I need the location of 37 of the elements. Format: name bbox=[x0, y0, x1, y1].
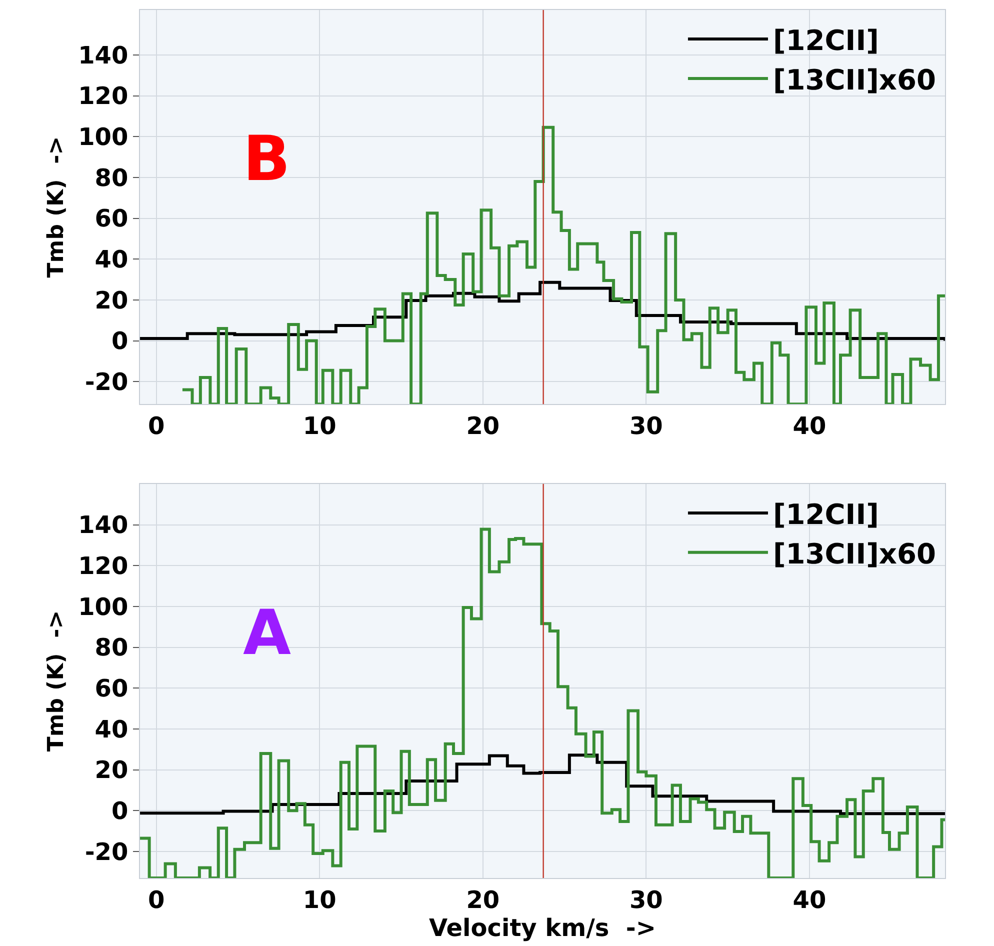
y-tick-label: 0 bbox=[111, 797, 128, 826]
x-tick-label: 0 bbox=[148, 412, 165, 440]
y-axis-title: Tmb (K) -> bbox=[44, 136, 69, 278]
x-tick-label: 40 bbox=[792, 886, 826, 914]
legend-label: [12CII] bbox=[772, 24, 879, 57]
x-tick-label: 40 bbox=[792, 412, 826, 440]
y-tick-label: 60 bbox=[94, 204, 128, 233]
y-tick-label: 120 bbox=[78, 552, 128, 580]
legend-label: [12CII] bbox=[772, 498, 879, 531]
y-tick-label: 100 bbox=[78, 122, 128, 151]
y-tick-label: 140 bbox=[78, 511, 128, 540]
y-axis-title: Tmb (K) -> bbox=[44, 610, 69, 752]
y-tick-label: 140 bbox=[78, 41, 128, 70]
x-tick-label: 20 bbox=[466, 412, 500, 440]
legend-label: [13CII]x60 bbox=[772, 537, 936, 570]
y-tick-label: 80 bbox=[94, 634, 128, 662]
legend-label: [13CII]x60 bbox=[772, 63, 936, 96]
x-tick-label: 30 bbox=[629, 886, 663, 914]
y-tick-label: -20 bbox=[84, 838, 128, 866]
y-tick-label: 60 bbox=[94, 674, 128, 703]
y-tick-label: 40 bbox=[94, 246, 128, 274]
annotation: A bbox=[243, 596, 291, 669]
y-tick-label: 80 bbox=[94, 164, 128, 192]
x-tick-label: 10 bbox=[302, 412, 336, 440]
y-tick-label: 100 bbox=[78, 592, 128, 621]
y-tick-label: 120 bbox=[78, 82, 128, 110]
x-tick-label: 20 bbox=[466, 886, 500, 914]
x-tick-label: 10 bbox=[302, 886, 336, 914]
x-axis-title: Velocity km/s -> bbox=[429, 914, 656, 942]
y-tick-label: 20 bbox=[94, 756, 128, 784]
x-tick-label: 30 bbox=[629, 412, 663, 440]
x-tick-label: 0 bbox=[148, 886, 165, 914]
y-tick-label: 20 bbox=[94, 286, 128, 314]
y-tick-label: 0 bbox=[111, 327, 128, 356]
y-tick-label: 40 bbox=[94, 715, 128, 744]
annotation: B bbox=[243, 122, 290, 195]
y-tick-label: -20 bbox=[84, 368, 128, 396]
